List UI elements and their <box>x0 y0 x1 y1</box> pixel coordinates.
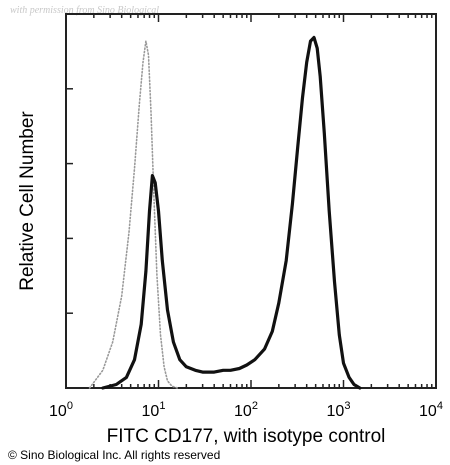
x-tick-label: 101 <box>142 400 166 420</box>
series-line-isotype-control <box>88 40 179 389</box>
copyright-text: © Sino Biological Inc. All rights reserv… <box>8 448 220 462</box>
plot-frame <box>65 13 437 389</box>
y-axis-ticks <box>66 13 73 314</box>
x-tick-label: 104 <box>419 400 443 420</box>
x-axis-title: FITC CD177, with isotype control <box>107 426 386 447</box>
series-layer <box>88 35 362 390</box>
x-tick-label: 100 <box>49 400 73 420</box>
watermark-text: with permission from Sino Biological <box>10 5 159 16</box>
series-line-CD177 <box>101 35 362 390</box>
x-axis-ticks <box>65 14 437 388</box>
y-axis-title: Relative Cell Number <box>17 111 38 291</box>
x-axis-tick-labels: 100 101 102 103 104 <box>49 400 443 420</box>
x-tick-label: 102 <box>234 400 258 420</box>
x-tick-label: 103 <box>327 400 351 420</box>
